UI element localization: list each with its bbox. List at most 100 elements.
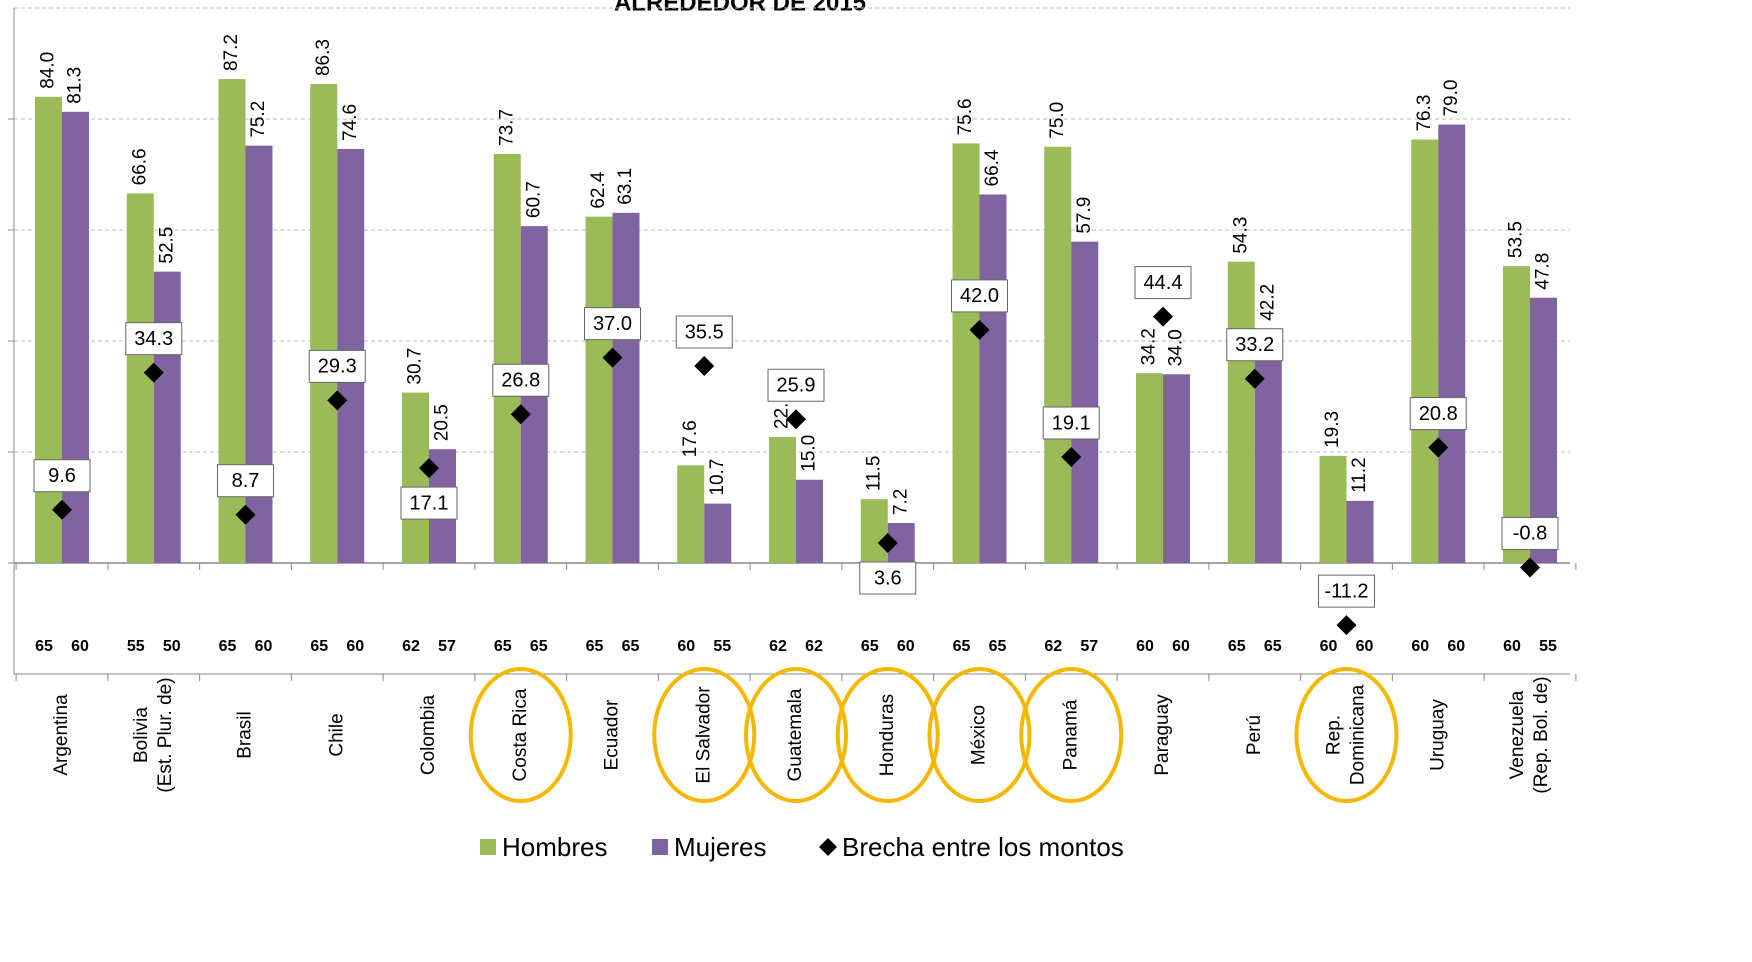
legend-label: Brecha entre los montos [842,832,1124,862]
age-mujeres: 60 [1172,638,1190,655]
gap-label: 44.4 [1144,272,1183,294]
age-mujeres: 55 [1539,638,1557,655]
value-label: 73.7 [496,109,517,146]
value-label: 63.1 [615,168,636,205]
legend-label: Hombres [502,832,607,862]
x-tick-label: Brasil [235,711,256,759]
bar [1227,261,1255,563]
x-tick-label: El Salvador [693,686,714,784]
gap-label-box [400,486,458,520]
age-mujeres: 50 [163,638,181,655]
bar [612,212,640,564]
gap-label-box [1134,266,1192,300]
highlight-ellipse [652,667,757,803]
gap-label: 42.0 [960,285,999,307]
value-label: 87.2 [221,34,242,71]
age-mujeres: 65 [530,638,548,655]
bar [1071,241,1099,563]
legend-marker [819,838,837,856]
diamond-marker [877,533,898,554]
bar [1136,373,1163,563]
age-hombres: 62 [769,638,787,655]
gap-label: 9.6 [48,465,76,487]
diamond-marker [1428,437,1449,458]
value-label: 19.3 [1322,411,1343,448]
diamond-marker [1153,306,1173,327]
gap-label-box [492,363,550,397]
bar [1438,124,1466,564]
diamond-marker [1520,557,1540,578]
highlight-ellipse [744,667,848,803]
bar [402,392,429,563]
age-hombres: 60 [1411,638,1429,655]
age-mujeres: 57 [438,638,456,655]
bar [1411,139,1439,563]
bar [1044,146,1072,563]
x-tick-label: Argentina [51,694,72,776]
highlight-ellipse [835,667,940,803]
x-tick-label: Costa Rica [510,688,531,781]
gap-label-box [1226,328,1284,362]
age-hombres: 65 [494,638,512,655]
x-tick-label: Colombia [418,694,439,775]
value-label: 74.6 [340,104,361,141]
diamond-marker [602,347,623,368]
age-hombres: 65 [310,638,328,655]
value-label: 42.2 [1257,284,1278,321]
gap-label: 3.6 [874,567,902,589]
age-hombres: 65 [1228,638,1246,655]
diamond-marker [327,390,348,411]
age-hombres: 60 [677,638,695,655]
value-label: 15.0 [799,435,820,472]
value-label: 66.6 [129,148,150,185]
age-mujeres: 62 [805,638,823,655]
gap-label: 29.3 [318,356,357,378]
bar [35,96,62,564]
gap-label-box [767,368,825,402]
gap-label: 19.1 [1052,412,1091,434]
gap-label-box [951,279,1008,313]
gap-label: 37.0 [593,313,632,335]
gap-label-box [1501,516,1559,550]
gap-label-box [584,307,641,341]
diamond-marker [969,319,990,340]
gap-label-box [859,561,917,595]
bar [153,271,181,563]
gap-label: -0.8 [1513,523,1547,545]
bar [126,193,154,563]
gap-label: 17.1 [410,492,449,514]
diamond-marker [786,409,806,430]
gap-label: 34.3 [134,328,173,350]
age-hombres: 55 [127,638,145,655]
age-mujeres: 60 [897,638,915,655]
bar [1319,455,1347,563]
x-tick-label: Venezuela [1507,690,1528,779]
value-label: 57.9 [1074,197,1095,234]
value-label: 75.0 [1047,102,1068,139]
value-label: 7.2 [890,489,911,515]
x-tick-label: Bolivia [131,707,152,763]
diamond-marker [694,355,715,376]
bar [769,437,796,563]
highlight-ellipse [1019,667,1124,803]
diamond-marker [143,362,164,383]
value-label: 20.5 [432,404,453,441]
gap-label-box [308,349,366,383]
x-tick-label: Ecuador [602,699,623,770]
bar [979,194,1007,564]
legend-swatch [480,839,496,855]
x-tick-label: (Rep. Bol. de) [1531,676,1552,793]
age-mujeres: 60 [71,638,89,655]
value-label: 34.2 [1139,328,1160,365]
value-label: 30.7 [405,348,426,385]
age-mujeres: 65 [989,638,1007,655]
bar [1346,500,1374,563]
bar [796,479,823,563]
age-hombres: 62 [402,638,420,655]
gap-label-box [1318,574,1375,608]
age-hombres: 60 [1503,638,1521,655]
value-label: 79.0 [1441,80,1462,117]
value-label: 47.8 [1533,253,1554,290]
x-tick-label: Rep. [1324,715,1345,755]
